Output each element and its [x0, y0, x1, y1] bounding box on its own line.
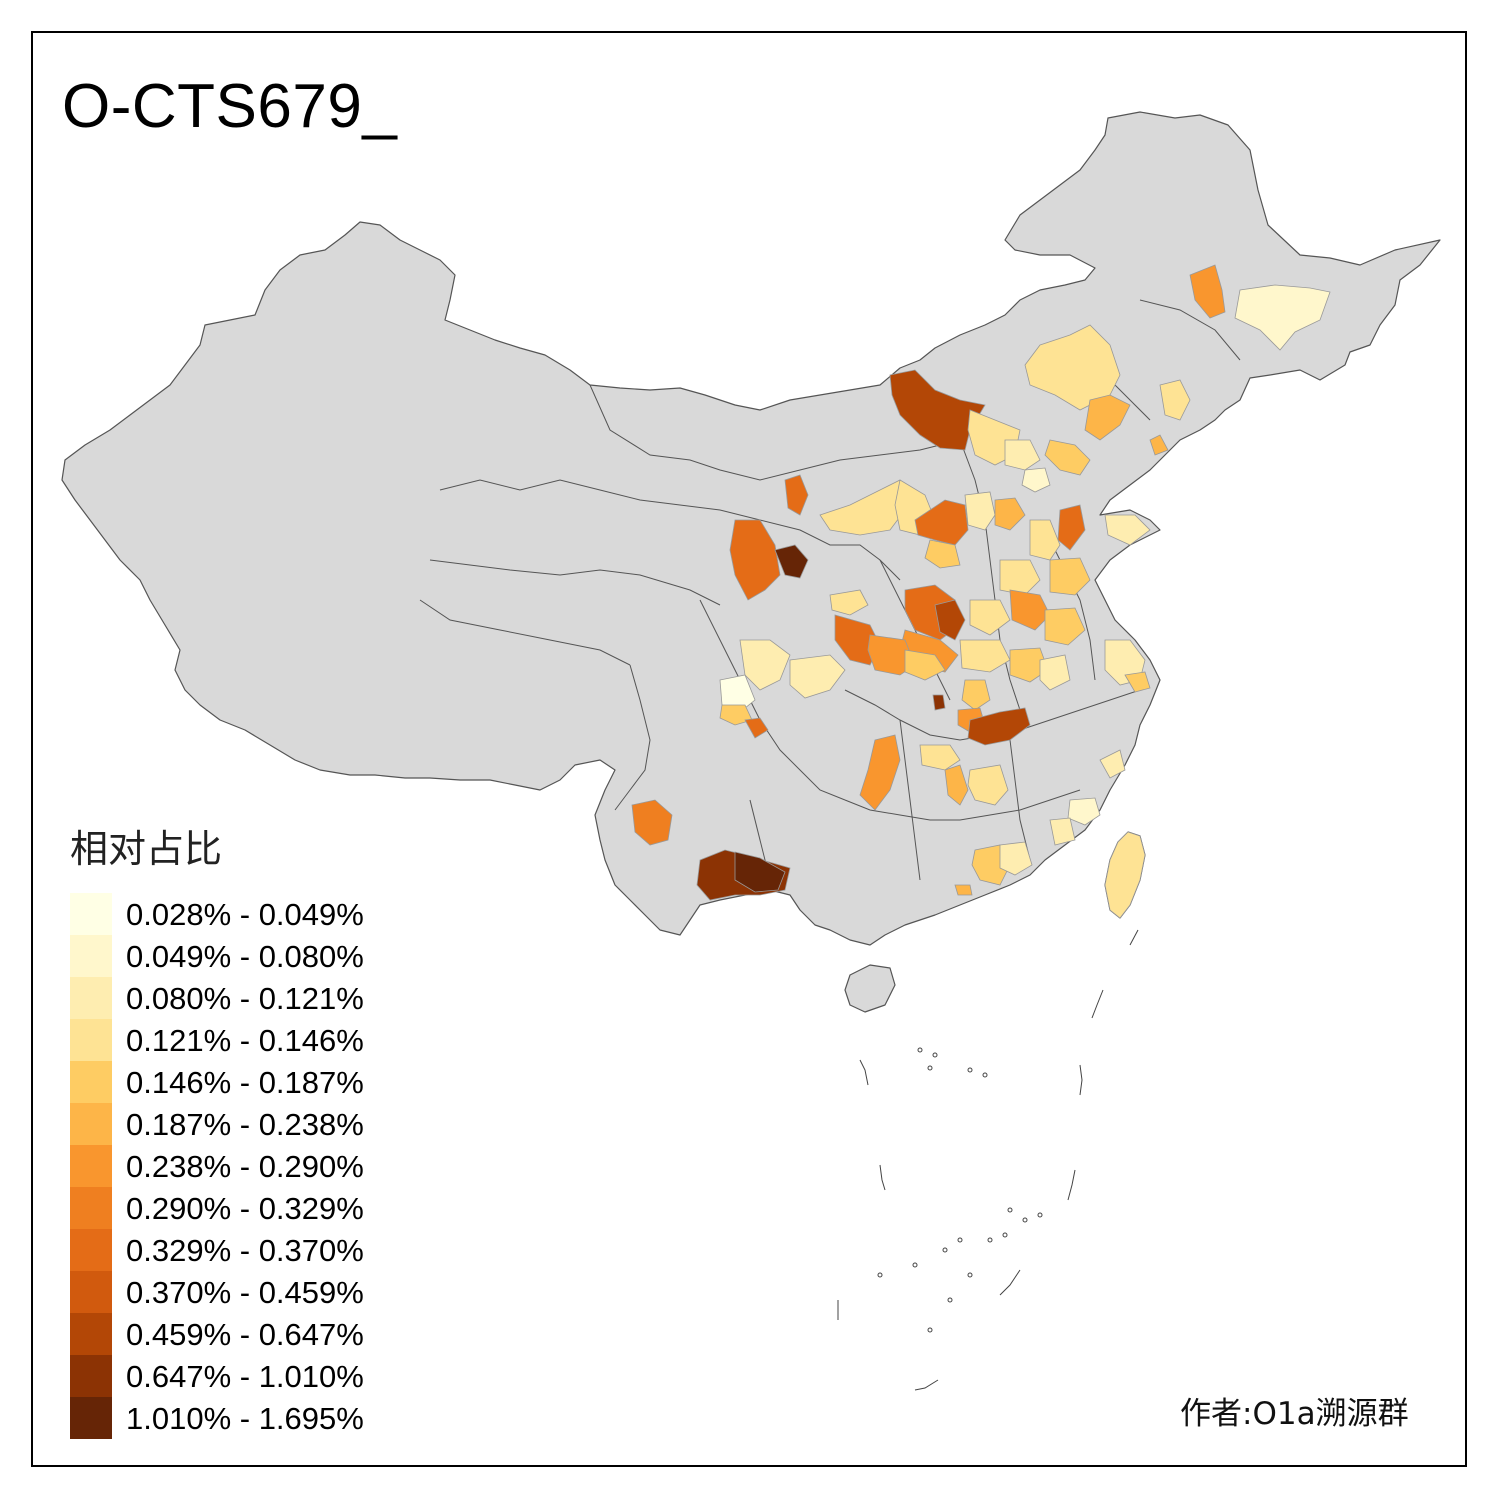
legend-swatch: [70, 1103, 112, 1145]
legend-item: 1.010% - 1.695%: [70, 1397, 364, 1439]
legend-label: 0.290% - 0.329%: [126, 1190, 364, 1226]
legend-item: 0.028% - 0.049%: [70, 893, 364, 935]
legend-swatch: [70, 1313, 112, 1355]
legend-swatch: [70, 1271, 112, 1313]
legend-item: 0.290% - 0.329%: [70, 1187, 364, 1229]
legend-label: 0.647% - 1.010%: [126, 1358, 364, 1394]
legend-item: 0.370% - 0.459%: [70, 1271, 364, 1313]
legend-item: 0.459% - 0.647%: [70, 1313, 364, 1355]
legend-item: 0.329% - 0.370%: [70, 1229, 364, 1271]
map-legend: 相对占比 0.028% - 0.049% 0.049% - 0.080% 0.080…: [70, 818, 364, 1439]
legend-swatch: [70, 935, 112, 977]
legend-swatch: [70, 1229, 112, 1271]
legend-item: 0.049% - 0.080%: [70, 935, 364, 977]
legend-swatch: [70, 977, 112, 1019]
legend-label: 0.329% - 0.370%: [126, 1232, 364, 1268]
legend-swatch: [70, 1145, 112, 1187]
legend-label: 1.010% - 1.695%: [126, 1400, 364, 1436]
shaded-regions: [631, 264, 1331, 919]
author-credit: 作者:O1a溯源群: [1180, 1396, 1409, 1432]
legend-label: 0.238% - 0.290%: [126, 1148, 364, 1184]
legend-item: 0.187% - 0.238%: [70, 1103, 364, 1145]
legend-label: 0.028% - 0.049%: [126, 896, 364, 932]
legend-label: 0.121% - 0.146%: [126, 1022, 364, 1058]
legend-item: 0.146% - 0.187%: [70, 1061, 364, 1103]
legend-label: 0.049% - 0.080%: [126, 938, 364, 974]
map-title: O-CTS679_: [62, 72, 398, 141]
legend-swatch: [70, 1397, 112, 1439]
legend-item: 0.080% - 0.121%: [70, 977, 364, 1019]
map-frame: [31, 31, 1467, 1467]
legend-label: 0.146% - 0.187%: [126, 1064, 364, 1100]
legend-swatch: [70, 1187, 112, 1229]
legend-swatch: [70, 1355, 112, 1397]
legend-label: 0.080% - 0.121%: [126, 980, 364, 1016]
legend-item: 0.647% - 1.010%: [70, 1355, 364, 1397]
legend-swatch: [70, 1019, 112, 1061]
legend-swatch: [70, 893, 112, 935]
legend-label: 0.370% - 0.459%: [126, 1274, 364, 1310]
south-china-sea-islands: [837, 929, 1139, 1391]
legend-label: 0.459% - 0.647%: [126, 1316, 364, 1352]
legend-swatch: [70, 1061, 112, 1103]
legend-label: 0.187% - 0.238%: [126, 1106, 364, 1142]
legend-title: 相对占比: [70, 827, 223, 871]
legend-item: 0.121% - 0.146%: [70, 1019, 364, 1061]
legend-item: 0.238% - 0.290%: [70, 1145, 364, 1187]
